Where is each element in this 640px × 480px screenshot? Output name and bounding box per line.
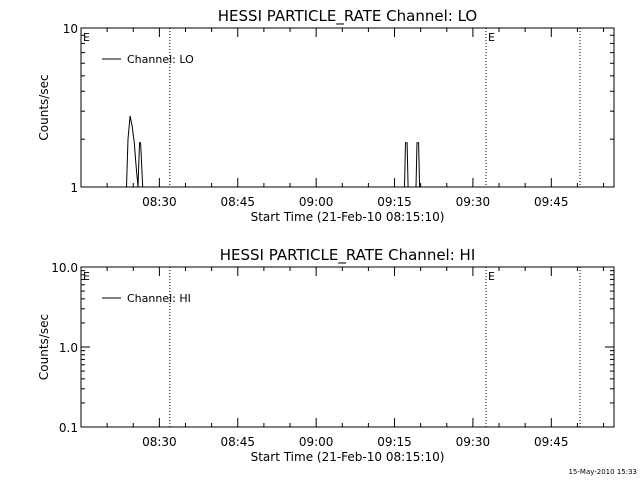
footer-timestamp: 15-May-2010 15:33: [568, 468, 637, 476]
panel-2-title: HESSI PARTICLE_RATE Channel: HI: [220, 246, 476, 265]
panel-1-event-marker-0: E: [83, 31, 90, 44]
panel-2-x-axis-label: Start Time (21-Feb-10 08:15:10): [251, 450, 445, 464]
panel-1-x-tick-label-5: 09:45: [534, 195, 569, 209]
panel-2-y-axis-label: Counts/sec: [37, 314, 51, 380]
panel-1-title: HESSI PARTICLE_RATE Channel: LO: [218, 7, 477, 26]
panel-2-x-tick-label-3: 09:15: [377, 435, 412, 449]
panel-1-x-tick-label-2: 09:00: [299, 195, 334, 209]
panel-1-y-tick-label-0: 1: [70, 181, 78, 195]
panel-1-axes-frame: [80, 27, 615, 188]
panel-2-event-marker-2: E: [488, 270, 495, 283]
panel-1-legend-label-0: Channel: LO: [127, 53, 194, 66]
panel-1-event-marker-2: E: [488, 31, 495, 44]
panel-2-x-tick-label-5: 09:45: [534, 435, 569, 449]
panel-1-x-tick-label-0: 08:30: [142, 195, 177, 209]
panel-2-axes-frame: [80, 266, 615, 428]
panel-2-legend-label-0: Channel: HI: [127, 292, 191, 305]
panel-1-x-tick-label-3: 09:15: [377, 195, 412, 209]
panel-1-y-tick-label-1: 10: [63, 22, 78, 36]
panel-2-x-tick-label-4: 09:30: [456, 435, 491, 449]
panel-2-y-tick-label-2: 10.0: [51, 261, 78, 275]
panel-1-x-tick-label-1: 08:45: [220, 195, 255, 209]
panel-2-event-marker-0: E: [83, 270, 90, 283]
panel-2-x-tick-label-0: 08:30: [142, 435, 177, 449]
panel-1-y-axis-label: Counts/sec: [37, 74, 51, 140]
panel-2-y-tick-label-0: 0.1: [59, 421, 78, 435]
panel-1-x-axis-label: Start Time (21-Feb-10 08:15:10): [251, 210, 445, 224]
panel-1-series-line-0: [126, 115, 421, 188]
panel-2-x-tick-label-1: 08:45: [220, 435, 255, 449]
panel-2-x-tick-label-2: 09:00: [299, 435, 334, 449]
panel-2-y-tick-label-1: 1.0: [59, 341, 78, 355]
panel-1-x-tick-label-4: 09:30: [456, 195, 491, 209]
